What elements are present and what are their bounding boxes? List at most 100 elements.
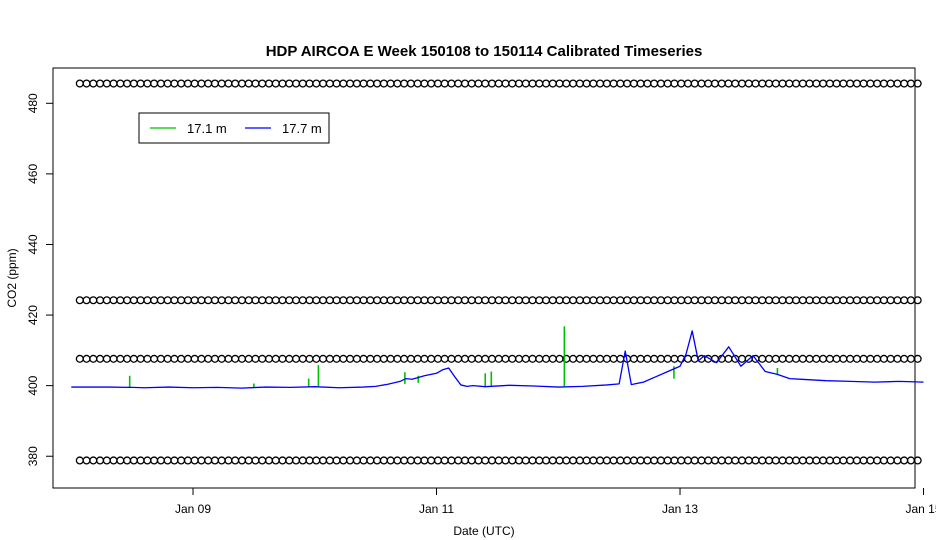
ref-marker bbox=[318, 354, 328, 363]
ref-marker bbox=[852, 296, 861, 305]
ref-marker bbox=[285, 354, 294, 363]
ref-marker bbox=[724, 456, 733, 465]
ref-marker bbox=[535, 456, 544, 465]
ref-marker bbox=[366, 456, 375, 465]
y-tick-label: 400 bbox=[26, 375, 40, 395]
ref-marker bbox=[258, 79, 267, 88]
ref-marker bbox=[109, 79, 118, 88]
ref-marker bbox=[852, 456, 861, 465]
ref-marker bbox=[183, 296, 192, 305]
ref-marker bbox=[569, 296, 578, 305]
ref-marker bbox=[123, 79, 132, 88]
ref-marker bbox=[197, 354, 206, 363]
ref-marker bbox=[332, 296, 341, 305]
ref-marker bbox=[440, 354, 449, 363]
ref-marker bbox=[900, 354, 909, 363]
ref-marker bbox=[298, 79, 307, 88]
ref-marker bbox=[109, 456, 118, 465]
ref-marker bbox=[528, 79, 537, 88]
ref-marker bbox=[562, 296, 571, 305]
ref-marker bbox=[325, 456, 334, 465]
ref-marker bbox=[156, 354, 165, 363]
ref-marker bbox=[677, 79, 686, 88]
ref-marker bbox=[839, 79, 848, 88]
ref-marker bbox=[670, 456, 679, 465]
ref-marker bbox=[832, 79, 841, 88]
ref-marker bbox=[589, 456, 598, 465]
ref-marker bbox=[521, 79, 530, 88]
ref-marker bbox=[89, 296, 98, 305]
ref-marker bbox=[643, 354, 652, 363]
ref-marker bbox=[643, 456, 652, 465]
ref-marker bbox=[900, 456, 909, 465]
ref-marker bbox=[819, 456, 828, 465]
ref-marker bbox=[866, 354, 875, 363]
ref-marker bbox=[156, 296, 165, 305]
ref-marker bbox=[102, 354, 111, 363]
ref-marker bbox=[244, 354, 253, 363]
ref-marker bbox=[704, 79, 713, 88]
ref-marker bbox=[285, 296, 294, 305]
ref-marker bbox=[487, 456, 497, 465]
ref-marker bbox=[555, 296, 564, 305]
ref-marker bbox=[623, 296, 632, 305]
ref-marker bbox=[900, 79, 909, 88]
ref-marker bbox=[312, 296, 321, 305]
ref-marker bbox=[656, 456, 665, 465]
ref-marker bbox=[420, 456, 429, 465]
ref-marker bbox=[609, 456, 618, 465]
ref-marker bbox=[312, 354, 321, 363]
ref-marker bbox=[366, 296, 375, 305]
ref-marker bbox=[204, 456, 213, 465]
ref-marker bbox=[454, 354, 463, 363]
ref-marker bbox=[163, 354, 172, 363]
ref-marker bbox=[224, 354, 233, 363]
ref-marker bbox=[764, 296, 774, 305]
ref-marker bbox=[366, 354, 375, 363]
ref-marker bbox=[291, 354, 301, 363]
ref-marker bbox=[210, 456, 219, 465]
ref-marker bbox=[656, 79, 665, 88]
ref-marker bbox=[143, 296, 152, 305]
ref-marker bbox=[278, 296, 287, 305]
ref-marker bbox=[447, 79, 456, 88]
ref-marker bbox=[683, 79, 692, 88]
ref-marker bbox=[663, 296, 672, 305]
ref-marker bbox=[427, 296, 436, 305]
ref-marker bbox=[467, 296, 476, 305]
y-tick-label: 460 bbox=[26, 164, 40, 184]
ref-marker bbox=[501, 79, 510, 88]
y-tick-label: 480 bbox=[26, 93, 40, 113]
ref-marker bbox=[129, 456, 138, 465]
ref-marker bbox=[514, 296, 524, 305]
ref-marker bbox=[812, 354, 821, 363]
ref-marker bbox=[96, 79, 105, 88]
ref-marker bbox=[163, 296, 172, 305]
ref-marker bbox=[501, 296, 510, 305]
ref-marker bbox=[204, 354, 213, 363]
ref-marker bbox=[731, 79, 740, 88]
ref-marker bbox=[481, 354, 490, 363]
series-17-7m-line bbox=[71, 330, 924, 389]
ref-marker bbox=[116, 456, 125, 465]
ref-marker bbox=[900, 296, 909, 305]
ref-marker bbox=[913, 354, 922, 363]
ref-marker bbox=[102, 456, 111, 465]
ref-marker bbox=[731, 456, 740, 465]
ref-marker bbox=[819, 79, 828, 88]
ref-marker bbox=[791, 354, 801, 363]
ref-marker bbox=[433, 354, 442, 363]
ref-marker bbox=[379, 296, 388, 305]
ref-marker bbox=[123, 296, 132, 305]
ref-marker bbox=[156, 79, 165, 88]
chart-title: HDP AIRCOA E Week 150108 to 150114 Calib… bbox=[266, 43, 703, 60]
ref-marker bbox=[832, 296, 841, 305]
ref-marker bbox=[521, 354, 530, 363]
ref-marker bbox=[136, 296, 145, 305]
ref-marker bbox=[318, 79, 328, 88]
ref-marker bbox=[190, 456, 199, 465]
ref-marker bbox=[886, 79, 895, 88]
ref-marker bbox=[521, 456, 530, 465]
ref-marker bbox=[697, 79, 706, 88]
